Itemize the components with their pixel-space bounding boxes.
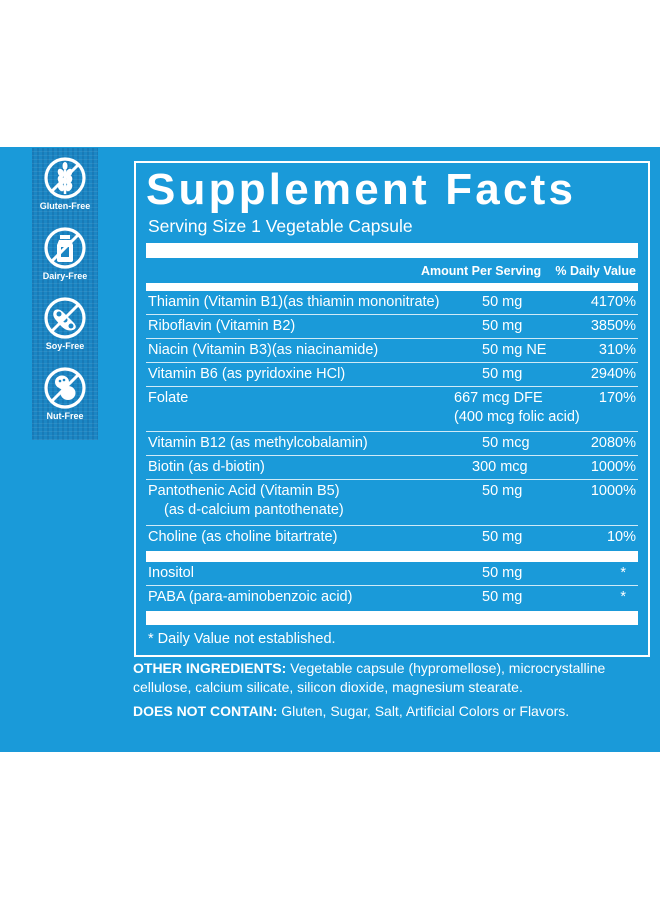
nutrient-dv: 10% [606,529,636,545]
nutrient-amount: 50 mg [482,366,523,382]
does-not-contain-text: Gluten, Sugar, Salt, Artificial Colors o… [277,703,570,719]
table-row: Vitamin B6 (as pyridoxine HCl) 50 mg 294… [146,363,638,385]
serving-size: Serving Size 1 Vegetable Capsule [148,216,413,236]
nutrient-dv: 4170% [590,294,636,310]
other-ingredients-label: OTHER INGREDIENTS: [133,660,287,676]
badge-gluten-free: Gluten-Free [32,156,98,211]
header-daily-value: % Daily Value [555,264,636,278]
nutrient-amount: 50 mg [482,589,523,605]
nutrient-name: Folate [148,390,189,406]
nutrient-amount: 50 mg [482,318,523,334]
nutrient-amount-detail: (400 mcg folic acid) [454,409,580,425]
row-divider [146,314,638,315]
nutrient-name: Choline (as choline bitartrate) [148,529,338,545]
nutrient-amount: 50 mg [482,294,523,310]
does-not-contain-label: DOES NOT CONTAIN: [133,703,278,719]
row-divider [146,431,638,432]
table-row: Riboflavin (Vitamin B2) 50 mg 3850% [146,315,638,337]
table-row: Biotin (as d-biotin) 300 mcg 1000% [146,456,638,478]
badge-label: Gluten-Free [39,201,91,211]
ingredients-section: OTHER INGREDIENTS: Vegetable capsule (hy… [133,659,653,721]
thick-divider [146,551,638,562]
thick-divider [146,243,638,258]
row-divider [146,362,638,363]
nutrient-name: Biotin (as d-biotin) [148,459,265,475]
table-row: Pantothenic Acid (Vitamin B5) (as d-calc… [146,480,638,524]
footnote: * Daily Value not established. [148,631,336,647]
other-ingredients-text: Vegetable capsule (hypromellose), microc… [133,660,606,695]
thick-divider [146,611,638,625]
nutrient-name: PABA (para-aminobenzoic acid) [148,589,353,605]
nutrient-amount: 50 mg [482,565,523,581]
nutrient-amount: 50 mcg [482,435,530,451]
row-divider [146,479,638,480]
nutrient-name: Niacin (Vitamin B3)(as niacinamide) [148,342,379,358]
soybean-crossed-icon [44,297,86,339]
badge-soy-free: Soy-Free [32,296,98,351]
thick-divider [146,283,638,291]
badge-label: Nut-Free [46,411,84,421]
nutrient-dv: 170% [598,390,636,406]
table-row: Thiamin (Vitamin B1)(as thiamin mononitr… [146,291,638,313]
nutrient-amount: 300 mcg [472,459,528,475]
nutrient-dv: * [620,565,626,581]
nutrient-name: Pantothenic Acid (Vitamin B5) [148,483,340,499]
row-divider [146,386,638,387]
row-divider [146,338,638,339]
row-divider [146,585,638,586]
nutrient-name-detail: (as d-calcium pantothenate) [164,502,344,518]
wheat-crossed-icon [44,157,86,199]
header-amount-per-serving: Amount Per Serving [421,264,542,278]
allergen-badge-strip: Gluten-Free Dairy-Free Soy-Free [32,148,98,440]
nutrient-amount: 50 mg NE [482,342,547,358]
peanut-crossed-icon [44,367,86,409]
nutrient-name: Riboflavin (Vitamin B2) [148,318,296,334]
nutrient-dv: 2940% [590,366,636,382]
nutrient-amount: 50 mg [482,529,523,545]
badge-label: Dairy-Free [42,271,88,281]
facts-title: Supplement Facts [146,165,577,214]
nutrient-name: Vitamin B12 (as methylcobalamin) [148,435,368,451]
milk-bottle-crossed-icon [44,227,86,269]
does-not-contain: DOES NOT CONTAIN: Gluten, Sugar, Salt, A… [133,702,653,721]
nutrient-name: Vitamin B6 (as pyridoxine HCl) [148,366,346,382]
table-row: Niacin (Vitamin B3)(as niacinamide) 50 m… [146,339,638,361]
badge-dairy-free: Dairy-Free [32,226,98,281]
badge-label: Soy-Free [45,341,85,351]
nutrient-name: Thiamin (Vitamin B1)(as thiamin mononitr… [148,294,440,310]
supplement-facts-table: Supplement Facts Serving Size 1 Vegetabl… [134,161,650,657]
nutrient-dv: * [620,589,626,605]
nutrient-dv: 2080% [590,435,636,451]
other-ingredients: OTHER INGREDIENTS: Vegetable capsule (hy… [133,659,653,697]
table-row: PABA (para-aminobenzoic acid) 50 mg * [146,586,638,608]
nutrient-amount: 667 mcg DFE [454,390,543,406]
nutrient-amount: 50 mg [482,483,523,499]
nutrient-dv: 1000% [590,483,636,499]
row-divider [146,455,638,456]
nutrient-dv: 1000% [590,459,636,475]
table-row: Folate 667 mcg DFE (400 mcg folic acid) … [146,387,638,429]
badge-nut-free: Nut-Free [32,366,98,421]
row-divider [146,525,638,526]
table-row: Vitamin B12 (as methylcobalamin) 50 mcg … [146,432,638,454]
nutrient-dv: 3850% [590,318,636,334]
table-row: Inositol 50 mg * [146,562,638,584]
table-row: Choline (as choline bitartrate) 50 mg 10… [146,526,638,548]
nutrient-name: Inositol [148,565,194,581]
nutrient-dv: 310% [598,342,636,358]
